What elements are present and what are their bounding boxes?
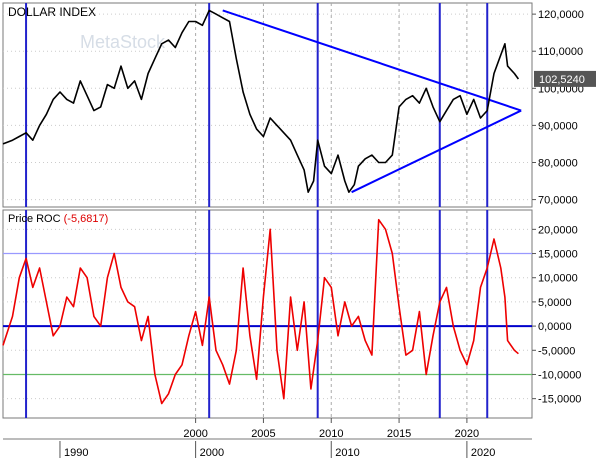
x-axis-year-label: 2010 bbox=[319, 428, 343, 440]
y-tick-label: 70,0000 bbox=[538, 195, 578, 207]
roc-panel-frame bbox=[2, 209, 533, 419]
y-tick-label: 20,0000 bbox=[538, 224, 578, 236]
y-tick-label: 0,0000 bbox=[538, 321, 572, 333]
x-axis-decade-label: 2010 bbox=[335, 447, 359, 459]
x-axis-year-label: 2000 bbox=[183, 428, 207, 440]
y-tick-label: 5,0000 bbox=[538, 297, 572, 309]
x-axis: 2000 2005 2010 2015 2020 1990 2000 2010 2020 bbox=[3, 418, 532, 459]
trendline bbox=[351, 109, 522, 194]
dollar-index-line bbox=[2, 9, 520, 193]
price-roc-line bbox=[2, 218, 519, 405]
y-tick-label: 110,0000 bbox=[538, 46, 583, 58]
y-tick-label: -15,0000 bbox=[538, 394, 581, 406]
y-tick-label: -5,0000 bbox=[538, 345, 575, 357]
y-tick-label: 80,0000 bbox=[538, 157, 578, 169]
x-axis-year-labels: 2000 2005 2010 2015 2020 bbox=[183, 418, 479, 440]
last-value-badge-bg bbox=[534, 70, 596, 87]
x-axis-year-label: 2020 bbox=[455, 428, 479, 440]
roc-title-label: Price ROC bbox=[8, 213, 61, 225]
y-tick-label: 90,0000 bbox=[538, 120, 578, 132]
trendline bbox=[222, 9, 522, 112]
y-tick-label: 120,0000 bbox=[538, 9, 584, 21]
roc-vertical-markers bbox=[25, 210, 489, 418]
y-tick-label: -10,0000 bbox=[538, 369, 581, 381]
roc-title-value: (-5,6817) bbox=[64, 213, 109, 225]
price-vertical-markers bbox=[25, 3, 489, 207]
x-axis-year-label: 2015 bbox=[387, 428, 411, 440]
price-panel-frame bbox=[2, 2, 533, 208]
y-tick-label: 15,0000 bbox=[538, 249, 578, 261]
trendlines bbox=[222, 9, 522, 194]
x-axis-decade-label: 2020 bbox=[471, 447, 495, 459]
roc-chart-title: Price ROC (-5,6817) bbox=[8, 213, 108, 225]
x-axis-year-label: 2005 bbox=[251, 428, 275, 440]
x-axis-decade-label: 2000 bbox=[200, 447, 224, 459]
x-axis-decade-labels: 1990 2000 2010 2020 bbox=[59, 441, 495, 459]
x-axis-decade-label: 1990 bbox=[64, 447, 88, 459]
price-panel: MetaStock DOLLAR INDEX 70,0000 80,0000 90,… bbox=[2, 2, 596, 208]
last-value-badge: 102,5240 bbox=[534, 70, 596, 87]
y-tick-label: 10,0000 bbox=[538, 273, 578, 285]
last-value-label: 102,5240 bbox=[539, 74, 585, 86]
watermark: MetaStock bbox=[80, 32, 166, 52]
roc-y-axis-ticks: -15,0000 -10,0000 -5,0000 0,0000 5,0000 10,00… bbox=[532, 224, 581, 406]
price-chart-title: DOLLAR INDEX bbox=[8, 5, 96, 19]
roc-panel: Price ROC (-5,6817) -15,0000 -10,0000 -5,0… bbox=[2, 209, 581, 419]
